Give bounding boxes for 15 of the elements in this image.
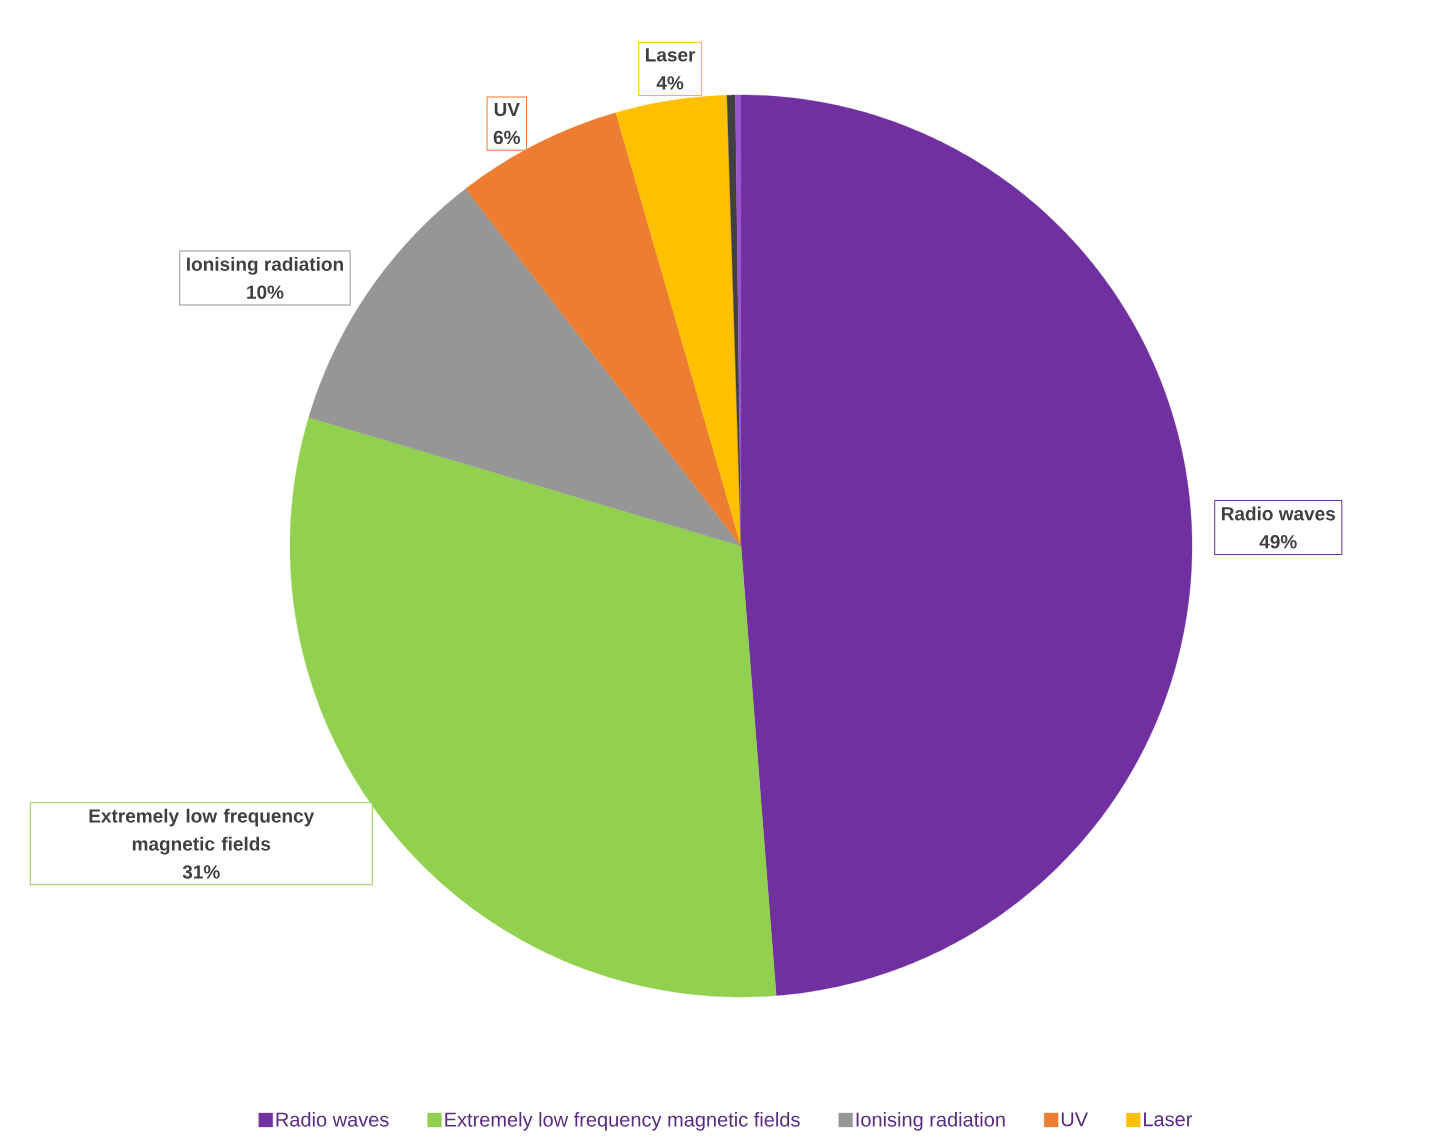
legend-label: UV — [1061, 1112, 1088, 1127]
legend-label: Extremely low frequency magnetic fields — [445, 1112, 800, 1131]
data-label: 4% — [656, 76, 684, 90]
legend-label: Ionising radiation — [856, 1112, 1005, 1131]
data-label: 49% — [1259, 535, 1297, 549]
slice-label: Laser — [646, 48, 696, 62]
slice-label: Extremely low frequency magnetic fields — [89, 808, 315, 855]
slice-label: Radio waves — [1221, 506, 1336, 521]
data-label: 6% — [493, 130, 520, 145]
legend-label: Laser — [1144, 1112, 1193, 1127]
slice-label: UV — [494, 102, 520, 117]
data-label: 31% — [182, 865, 220, 879]
data-label: 10% — [247, 285, 284, 299]
slice-label: Ionising radiation — [187, 256, 343, 275]
legend-label: Radio waves — [276, 1112, 389, 1127]
